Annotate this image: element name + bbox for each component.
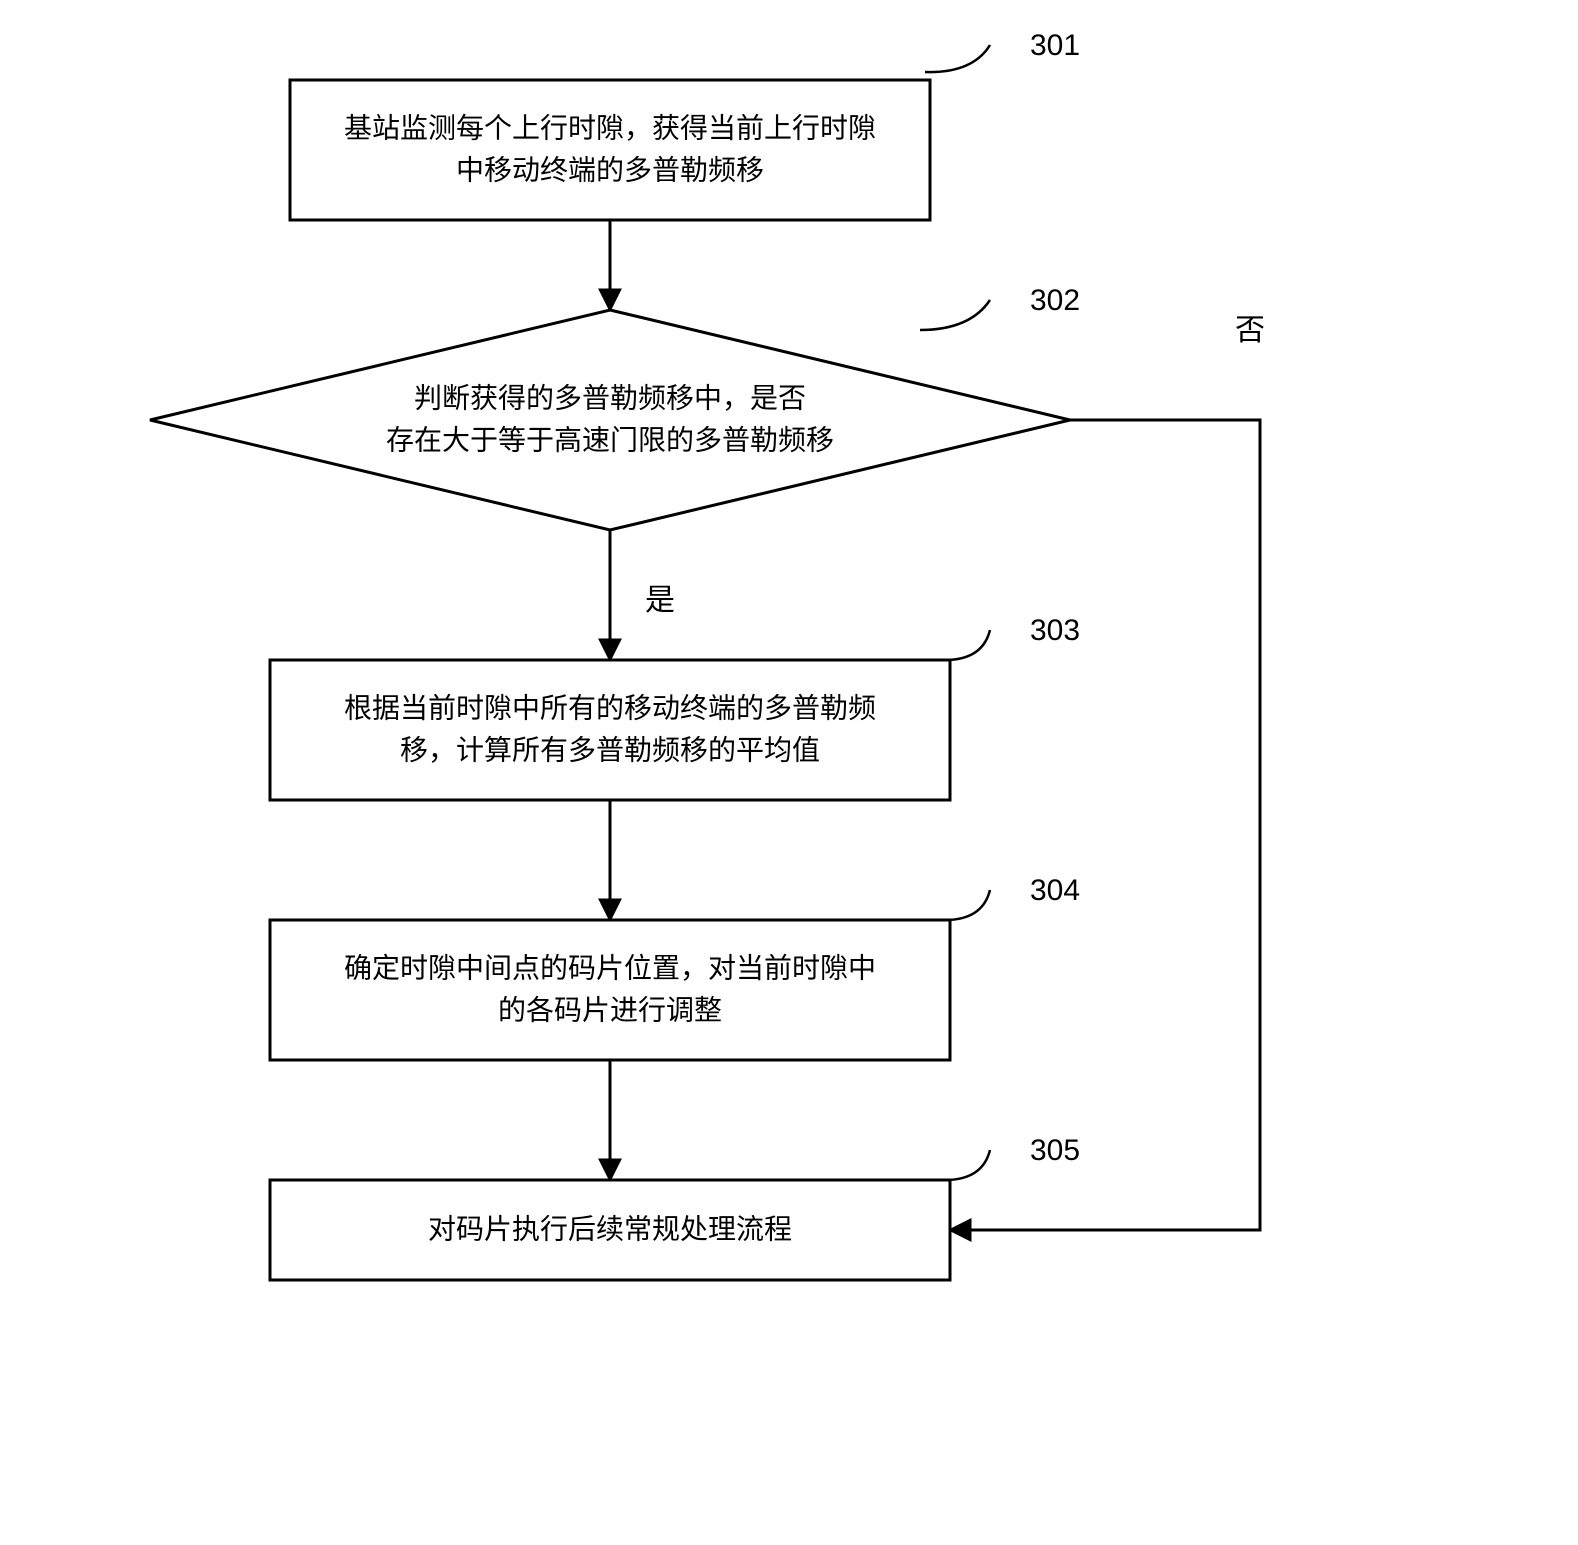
edge-n302-n305: [950, 420, 1260, 1230]
step-label-n302: 302: [1030, 284, 1080, 317]
leader-line-3: [945, 890, 990, 920]
node-n302: [150, 310, 1070, 530]
node-text-n304: 的各码片进行调整: [498, 994, 722, 1025]
node-text-n301: 基站监测每个上行时隙，获得当前上行时隙: [344, 112, 876, 143]
edge-label-4: 否: [1235, 314, 1265, 347]
node-n301: [290, 80, 930, 220]
node-text-n303: 根据当前时隙中所有的移动终端的多普勒频: [344, 692, 876, 723]
step-label-n301: 301: [1030, 29, 1080, 62]
leader-line-2: [945, 630, 990, 660]
step-label-n305: 305: [1030, 1134, 1080, 1167]
edge-label-1: 是: [645, 584, 675, 617]
step-label-n303: 303: [1030, 614, 1080, 647]
step-label-n304: 304: [1030, 874, 1080, 907]
node-n304: [270, 920, 950, 1060]
leader-line-0: [925, 45, 990, 72]
node-text-n304: 确定时隙中间点的码片位置，对当前时隙中: [344, 952, 876, 983]
node-text-n302: 判断获得的多普勒频移中，是否: [414, 382, 806, 413]
node-n303: [270, 660, 950, 800]
leader-line-1: [920, 300, 990, 330]
node-text-n305: 对码片执行后续常规处理流程: [428, 1213, 792, 1244]
node-text-n302: 存在大于等于高速门限的多普勒频移: [386, 424, 834, 455]
leader-line-4: [945, 1150, 990, 1180]
node-text-n303: 移，计算所有多普勒频移的平均值: [400, 734, 820, 765]
node-text-n301: 中移动终端的多普勒频移: [456, 154, 764, 185]
